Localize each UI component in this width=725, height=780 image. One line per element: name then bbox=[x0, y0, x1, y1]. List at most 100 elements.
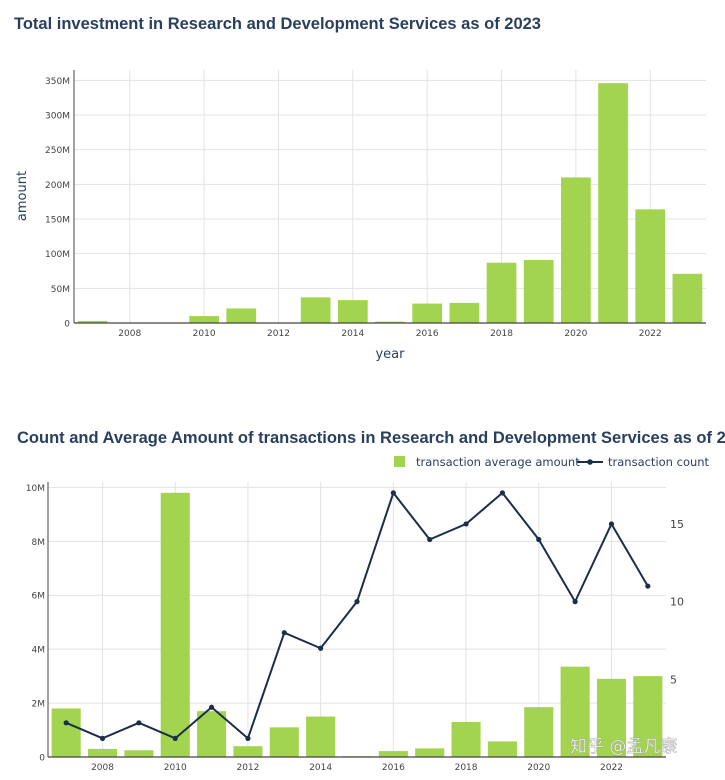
chart2-legend: transaction average amount transaction c… bbox=[394, 455, 710, 469]
chart2-bar bbox=[415, 748, 445, 757]
chart2-count-marker bbox=[645, 583, 651, 589]
legend-bar-swatch bbox=[394, 456, 405, 467]
chart2-bar bbox=[197, 711, 227, 757]
chart1-y-tick-label: 50M bbox=[51, 285, 70, 295]
chart2-title: Count and Average Amount of transactions… bbox=[17, 429, 725, 447]
chart2-bar bbox=[306, 716, 336, 757]
investment-bar-chart: Total investment in Research and Develop… bbox=[14, 15, 706, 362]
chart1-x-tick-label: 2008 bbox=[118, 329, 141, 339]
chart1-x-ticks: 2008 2010 2012 2014 2016 2018 2020 2022 bbox=[118, 329, 661, 339]
legend-line-label: transaction count bbox=[608, 455, 710, 469]
chart2-bar bbox=[233, 746, 263, 757]
chart1-title: Total investment in Research and Develop… bbox=[14, 15, 541, 33]
chart2-bars bbox=[51, 492, 663, 757]
chart2-left-y-tick-label: 6M bbox=[32, 592, 46, 602]
chart2-bar bbox=[87, 748, 118, 757]
chart1-x-tick-label: 2012 bbox=[267, 329, 290, 339]
chart1-x-tick-label: 2016 bbox=[416, 329, 439, 339]
chart2-right-y-tick-label: 10 bbox=[670, 596, 684, 609]
chart2-bar bbox=[269, 727, 299, 757]
chart1-x-tick-label: 2020 bbox=[564, 329, 587, 339]
chart1-y-tick-label: 250M bbox=[45, 146, 70, 156]
chart2-count-marker bbox=[99, 735, 106, 741]
chart1-y-axis-title: amount bbox=[15, 171, 30, 221]
chart2-right-y-ticks: 5 10 15 bbox=[670, 518, 684, 686]
chart2-count-marker bbox=[463, 521, 469, 527]
chart1-bar bbox=[449, 302, 480, 323]
chart1-x-tick-label: 2010 bbox=[193, 329, 216, 339]
chart2-x-tick-label: 2018 bbox=[455, 763, 478, 773]
chart1-x-tick-label: 2018 bbox=[490, 329, 513, 339]
chart2-count-marker bbox=[281, 630, 287, 636]
chart2-count-marker bbox=[245, 735, 251, 741]
chart2-bar bbox=[160, 492, 190, 757]
chart2-count-marker bbox=[318, 645, 324, 651]
chart2-count-marker bbox=[536, 536, 542, 543]
chart2-bar bbox=[124, 750, 154, 757]
chart1-bar bbox=[77, 320, 108, 323]
chart1-y-ticks: 0 50M 100M 150M 200M 250M 300M 350M bbox=[45, 77, 70, 330]
chart2-left-y-tick-label: 4M bbox=[32, 646, 46, 656]
watermark-text: 知乎 @孟凡康 bbox=[570, 737, 677, 757]
chart2-bar bbox=[451, 721, 481, 757]
chart2-count-marker bbox=[354, 599, 360, 605]
chart2-count-marker bbox=[63, 720, 69, 726]
chart2-count-marker bbox=[427, 536, 433, 543]
chart1-bar bbox=[226, 308, 257, 323]
chart2-gridlines bbox=[48, 482, 666, 757]
chart2-count-marker bbox=[499, 490, 506, 496]
chart2-right-y-tick-label: 15 bbox=[670, 518, 684, 531]
chart1-y-tick-label: 350M bbox=[45, 77, 70, 87]
chart2-x-tick-label: 2012 bbox=[236, 763, 259, 773]
chart2-bar bbox=[524, 707, 554, 757]
chart2-left-y-tick-label: 0 bbox=[39, 754, 45, 764]
chart2-bar bbox=[487, 741, 517, 757]
chart2-bar bbox=[633, 676, 663, 757]
chart1-bar bbox=[561, 177, 591, 323]
transactions-combo-chart: Count and Average Amount of transactions… bbox=[17, 429, 725, 773]
chart2-x-tick-label: 2016 bbox=[382, 763, 405, 773]
chart1-bar bbox=[486, 262, 517, 323]
chart2-x-tick-label: 2014 bbox=[309, 763, 332, 773]
chart2-left-y-tick-label: 2M bbox=[32, 700, 46, 710]
chart2-left-y-tick-label: 10M bbox=[26, 484, 45, 494]
chart2-bar bbox=[560, 666, 590, 757]
chart1-bar bbox=[337, 300, 368, 323]
chart2-x-tick-label: 2020 bbox=[527, 763, 550, 773]
chart1-x-tick-label: 2014 bbox=[341, 329, 364, 339]
chart2-count-marker bbox=[572, 599, 578, 605]
chart1-bars bbox=[77, 83, 703, 323]
chart1-bar bbox=[635, 209, 666, 323]
chart2-bar bbox=[378, 751, 408, 757]
chart2-x-tick-label: 2022 bbox=[600, 763, 623, 773]
chart1-y-tick-label: 150M bbox=[45, 216, 70, 226]
chart1-bar bbox=[189, 316, 219, 323]
chart1-bar bbox=[598, 83, 628, 323]
chart1-bar bbox=[375, 321, 405, 323]
chart1-y-tick-label: 100M bbox=[45, 250, 70, 260]
chart2-count-marker bbox=[608, 521, 615, 527]
chart2-line bbox=[63, 490, 651, 741]
chart2-count-marker bbox=[136, 720, 142, 726]
chart1-bar bbox=[523, 259, 554, 323]
legend-bar-label: transaction average amount bbox=[416, 455, 580, 469]
chart1-y-tick-label: 300M bbox=[45, 112, 70, 122]
chart1-x-axis-title: year bbox=[375, 347, 405, 362]
chart2-bar bbox=[51, 708, 81, 757]
chart2-left-y-tick-label: 8M bbox=[32, 538, 46, 548]
chart2-count-marker bbox=[172, 735, 178, 741]
chart2-x-tick-label: 2010 bbox=[164, 763, 187, 773]
chart1-bar bbox=[672, 273, 703, 323]
chart1-y-tick-label: 0 bbox=[64, 320, 70, 330]
chart2-left-y-ticks: 0 2M 4M 6M 8M 10M bbox=[26, 484, 45, 764]
chart1-bar bbox=[412, 303, 443, 323]
chart2-x-ticks: 2008 2010 2012 2014 2016 2018 2020 2022 bbox=[91, 763, 623, 773]
chart1-bar bbox=[300, 297, 331, 323]
chart1-x-tick-label: 2022 bbox=[639, 329, 662, 339]
chart2-bar bbox=[596, 678, 627, 757]
chart2-right-y-tick-label: 5 bbox=[670, 673, 677, 686]
chart2-count-marker bbox=[390, 490, 396, 496]
chart2-count-marker bbox=[208, 704, 215, 710]
chart1-y-tick-label: 200M bbox=[45, 181, 70, 191]
legend-line-marker bbox=[587, 459, 593, 465]
